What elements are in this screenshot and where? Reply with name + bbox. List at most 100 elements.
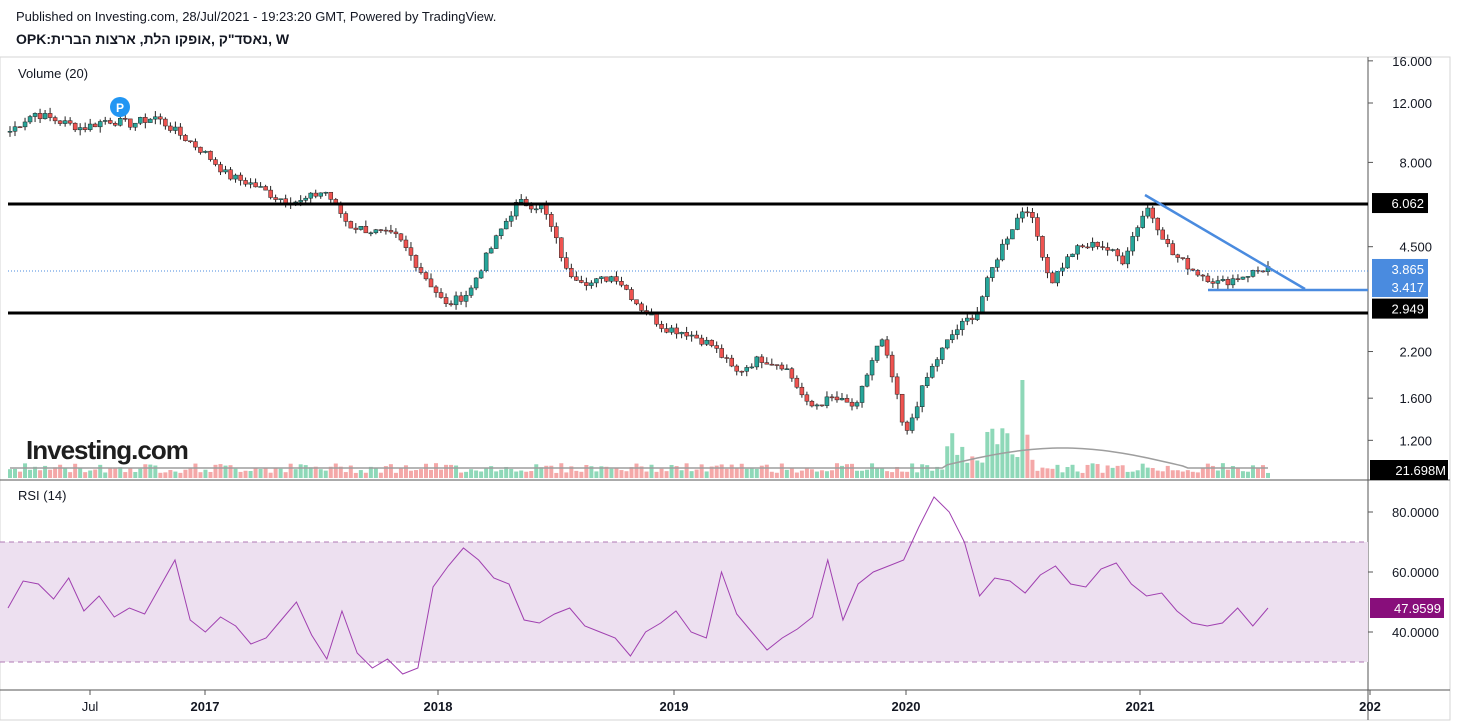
chart-frame bbox=[0, 56, 1451, 721]
candle-body bbox=[148, 118, 153, 123]
candle-body bbox=[82, 127, 88, 130]
candle-body bbox=[1200, 274, 1206, 277]
candle-body bbox=[183, 135, 188, 142]
candle-body bbox=[158, 116, 163, 120]
volume-bar bbox=[273, 467, 278, 478]
candle-body bbox=[659, 323, 664, 329]
volume-bar bbox=[534, 464, 539, 478]
volume-bar bbox=[734, 467, 739, 478]
volume-bar bbox=[423, 463, 428, 478]
volume-bar bbox=[855, 470, 860, 478]
volume-bar bbox=[619, 470, 624, 478]
candle-body bbox=[47, 113, 53, 118]
candle-body bbox=[1240, 276, 1246, 280]
candle-body bbox=[869, 360, 875, 376]
p-marker-label: P bbox=[116, 101, 124, 115]
candle-body bbox=[579, 280, 584, 283]
volume-bar bbox=[704, 471, 709, 478]
candle-body bbox=[1020, 211, 1025, 219]
candle-body bbox=[77, 127, 83, 131]
candle-body bbox=[619, 280, 624, 286]
candle-body bbox=[1030, 212, 1035, 218]
candle-body bbox=[729, 357, 734, 367]
volume-bar bbox=[1160, 471, 1165, 478]
candle-body bbox=[889, 354, 895, 378]
volume-bar bbox=[714, 465, 719, 478]
price-level-value: 3.865 bbox=[1391, 262, 1424, 277]
candle-body bbox=[198, 146, 203, 153]
volume-bar bbox=[459, 472, 464, 478]
volume-bar bbox=[1050, 468, 1055, 478]
volume-bar bbox=[860, 470, 865, 478]
candle-body bbox=[1170, 243, 1176, 256]
volume-bar bbox=[1075, 471, 1080, 478]
candle-body bbox=[478, 270, 484, 279]
candle-body bbox=[724, 357, 729, 359]
volume-bar bbox=[1010, 454, 1015, 478]
volume-bar bbox=[1065, 467, 1070, 478]
volume-bar bbox=[659, 468, 664, 478]
volume-bar bbox=[1115, 465, 1120, 478]
candle-body bbox=[433, 286, 439, 293]
volume-bar bbox=[333, 463, 338, 478]
volume-bar bbox=[529, 471, 534, 478]
volume-bar bbox=[28, 469, 33, 478]
volume-bar bbox=[829, 470, 834, 478]
candle-body bbox=[153, 116, 158, 120]
volume-bar bbox=[674, 466, 679, 478]
time-tick-label: 2017 bbox=[191, 699, 220, 714]
volume-bar bbox=[945, 446, 950, 478]
volume-bar bbox=[188, 468, 193, 478]
volume-bar bbox=[168, 470, 173, 478]
volume-bar bbox=[418, 469, 423, 478]
volume-bar bbox=[950, 433, 955, 478]
candle-body bbox=[1230, 278, 1236, 286]
candle-body bbox=[574, 276, 579, 281]
time-tick-label: 2019 bbox=[660, 699, 689, 714]
volume-bar bbox=[353, 472, 358, 478]
volume-bar bbox=[1230, 466, 1235, 478]
candle-body bbox=[554, 226, 559, 239]
volume-bar bbox=[413, 470, 418, 478]
volume-bar bbox=[839, 465, 844, 478]
volume-bar bbox=[1125, 471, 1130, 478]
candle-body bbox=[564, 257, 569, 269]
symbol-title: OPK:נאסד"ק ,אופקו הלת, ארצות הברית, W bbox=[16, 31, 290, 47]
volume-bar bbox=[1185, 470, 1190, 478]
volume-bar bbox=[689, 471, 694, 478]
volume-bar bbox=[128, 468, 133, 478]
candle-body bbox=[393, 231, 399, 235]
volume-bar bbox=[649, 464, 654, 478]
candle-body bbox=[824, 396, 830, 406]
volume-bar bbox=[323, 470, 328, 478]
candle-body bbox=[814, 404, 820, 407]
volume-bar bbox=[1060, 472, 1065, 478]
candle-body bbox=[448, 303, 454, 306]
volume-bar bbox=[1200, 467, 1205, 478]
volume-bar bbox=[1190, 471, 1195, 478]
volume-bar bbox=[925, 465, 930, 478]
candle-body bbox=[193, 141, 198, 148]
candle-body bbox=[854, 402, 860, 407]
volume-bar bbox=[654, 471, 659, 478]
candle-body bbox=[1070, 253, 1075, 257]
rsi-last-bg bbox=[1370, 598, 1444, 618]
candle-body bbox=[1010, 229, 1015, 240]
volume-bar bbox=[1025, 434, 1030, 478]
volume-bar bbox=[278, 468, 283, 478]
watermark-text: Investing.com bbox=[26, 435, 188, 465]
volume-bar bbox=[178, 472, 183, 478]
candle-body bbox=[955, 329, 960, 335]
candle-body bbox=[754, 356, 760, 368]
price-level-value: 2.949 bbox=[1391, 302, 1424, 317]
candle-body bbox=[884, 339, 890, 356]
candle-body bbox=[844, 398, 850, 403]
volume-bar bbox=[203, 469, 208, 478]
volume-bar bbox=[684, 463, 689, 478]
candle-body bbox=[418, 267, 424, 273]
candle-body bbox=[929, 365, 935, 378]
volume-bar bbox=[644, 471, 649, 478]
candle-body bbox=[348, 221, 354, 229]
volume-bar bbox=[779, 463, 784, 478]
